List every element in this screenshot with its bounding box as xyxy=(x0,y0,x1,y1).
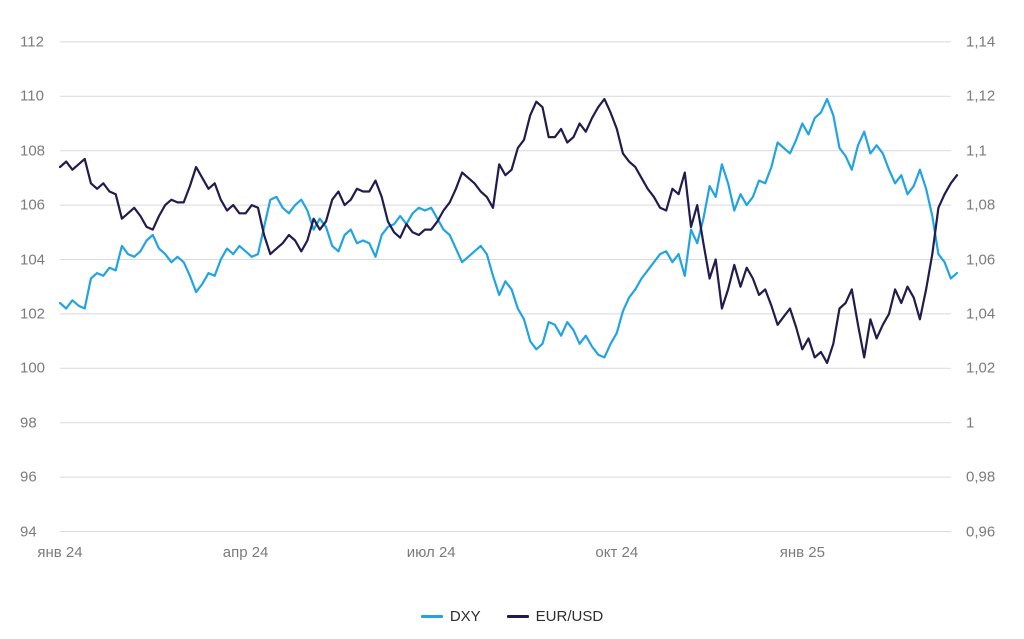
y-axis-left-label: 96 xyxy=(20,468,37,486)
y-axis-right-label: 1,14 xyxy=(966,33,996,51)
y-axis-left-label: 100 xyxy=(20,359,46,377)
series-line-eurusd xyxy=(58,97,959,364)
y-axis-left-label: 102 xyxy=(20,305,46,323)
y-axis-right-label: 1 xyxy=(966,414,975,432)
y-axis-right-label: 1,12 xyxy=(966,87,996,105)
y-axis-right-label: 0,96 xyxy=(966,523,996,540)
series-line-dxy xyxy=(58,97,959,359)
eurusd-line-swatch xyxy=(506,615,529,618)
x-axis-label: янв 24 xyxy=(37,544,83,561)
legend-item-eurusd: EUR/USD xyxy=(506,608,604,625)
x-axis-label: апр 24 xyxy=(222,544,269,561)
y-axis-right-label: 0,98 xyxy=(966,468,996,486)
x-axis-label: янв 25 xyxy=(779,544,825,561)
legend-label-dxy: DXY xyxy=(449,608,481,625)
y-axis-right-label: 1,02 xyxy=(966,359,996,377)
y-axis-left-label: 94 xyxy=(20,523,37,540)
y-axis-right-label: 1,1 xyxy=(966,142,987,160)
legend: DXY EUR/USD xyxy=(0,609,1024,624)
legend-item-dxy: DXY xyxy=(420,608,481,625)
y-axis-right-label: 1,04 xyxy=(966,305,996,323)
y-axis-left-label: 112 xyxy=(20,33,44,51)
legend-label-eurusd: EUR/USD xyxy=(535,608,604,625)
x-axis-label: июл 24 xyxy=(406,544,456,561)
y-axis-left-label: 108 xyxy=(20,142,46,160)
y-axis-left-label: 104 xyxy=(20,251,46,268)
y-axis-left-label: 106 xyxy=(20,196,46,214)
y-axis-left-label: 110 xyxy=(20,87,44,105)
y-axis-right-label: 1,06 xyxy=(966,251,996,268)
y-axis-left-label: 98 xyxy=(20,414,37,432)
y-axis-right-label: 1,08 xyxy=(966,196,996,214)
x-axis-label: окт 24 xyxy=(595,544,639,561)
dxy-line-swatch xyxy=(420,615,443,618)
